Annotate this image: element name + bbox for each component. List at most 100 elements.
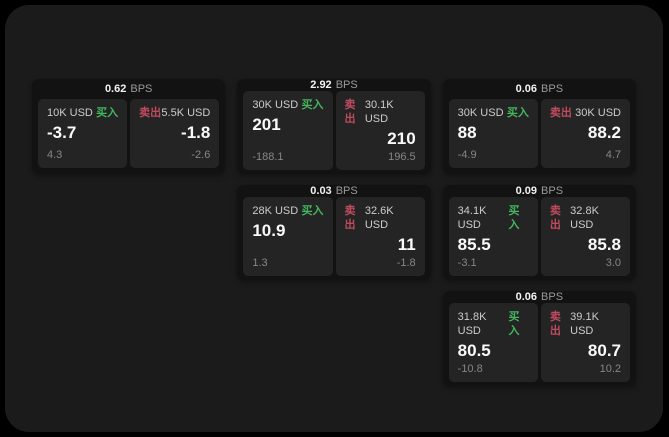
buy-price: 80.5	[457, 341, 491, 360]
buy-price: 85.5	[457, 235, 491, 254]
spread-unit: BPS	[335, 79, 358, 91]
spread-header: 0.03 BPS	[243, 185, 424, 197]
sell-sub-value: -2.6	[191, 149, 211, 161]
sell-amount: 30K USD	[575, 107, 621, 119]
quote-panels: 31.8K USD 买入 80.5 -10.8 卖出 39.1K USD 80.…	[448, 303, 630, 382]
buy-amount: 28K USD	[252, 205, 299, 217]
buy-amount: 30K USD	[457, 107, 504, 119]
buy-panel-top: 30K USD 买入	[458, 106, 529, 120]
buy-panel-top: 10K USD 买入	[47, 106, 118, 120]
sell-panel[interactable]: 卖出 30.1K USD 210 196.5	[335, 91, 425, 170]
buy-label: 买入	[508, 205, 520, 231]
sell-sub-value: -1.8	[396, 257, 416, 269]
sell-amount: 32.8K USD	[570, 205, 599, 231]
spread-value: 0.62	[104, 83, 127, 95]
sell-panel-top: 卖出 30K USD	[550, 106, 621, 120]
buy-panel[interactable]: 10K USD 买入 -3.7 4.3	[38, 99, 128, 168]
spread-header: 0.62 BPS	[38, 79, 219, 99]
buy-sub-value: -10.8	[457, 363, 483, 375]
sell-sub-value: 10.2	[599, 363, 621, 375]
sell-label: 卖出	[344, 205, 356, 231]
spread-header: 2.92 BPS	[243, 79, 424, 91]
quote-card: 0.06 BPS 31.8K USD 买入 80.5 -10.8 卖出 39.1…	[442, 291, 636, 386]
quote-panels: 34.1K USD 买入 85.5 -3.1 卖出 32.8K USD 85.8…	[448, 197, 630, 276]
buy-sub-value: -188.1	[252, 151, 284, 163]
buy-sub-value: -4.9	[457, 149, 477, 161]
spread-value: 0.06	[515, 83, 538, 95]
sell-price: 80.7	[587, 341, 621, 360]
app-window: 0.62 BPS 10K USD 买入 -3.7 4.3 卖出 5.5K USD	[5, 5, 663, 432]
sell-sub-value: 3.0	[605, 257, 621, 269]
quote-panels: 30K USD 买入 88 -4.9 卖出 30K USD 88.2 4.7	[448, 99, 630, 168]
spread-unit: BPS	[335, 185, 358, 197]
sell-label: 卖出	[344, 99, 356, 125]
spread-value: 0.09	[515, 185, 538, 197]
buy-price: 10.9	[252, 221, 286, 240]
buy-price: 201	[252, 115, 281, 134]
sell-amount: 30.1K USD	[364, 99, 394, 125]
buy-sub-value: 1.3	[252, 257, 268, 269]
spread-unit: BPS	[541, 291, 564, 303]
buy-panel[interactable]: 34.1K USD 买入 85.5 -3.1	[448, 197, 538, 276]
buy-amount: 10K USD	[47, 107, 93, 119]
quote-card: 2.92 BPS 30K USD 买入 201 -188.1 卖出 30.1K …	[237, 79, 431, 174]
buy-panel-top: 31.8K USD 买入	[458, 310, 529, 338]
sell-label: 卖出	[139, 107, 162, 119]
buy-label: 买入	[506, 107, 529, 119]
sell-price: 88.2	[587, 123, 621, 142]
sell-panel[interactable]: 卖出 39.1K USD 80.7 10.2	[540, 303, 630, 382]
buy-panel[interactable]: 31.8K USD 买入 80.5 -10.8	[448, 303, 538, 382]
buy-price: -3.7	[47, 123, 77, 142]
buy-panel-top: 30K USD 买入	[252, 98, 323, 112]
spread-value: 0.06	[515, 291, 538, 303]
buy-label: 买入	[301, 99, 324, 111]
buy-label: 买入	[508, 311, 520, 337]
spread-header: 0.09 BPS	[449, 185, 630, 197]
sell-sub-value: 4.7	[605, 149, 621, 161]
quote-grid: 0.62 BPS 10K USD 买入 -3.7 4.3 卖出 5.5K USD	[32, 79, 636, 386]
buy-label: 买入	[301, 205, 324, 217]
sell-amount: 5.5K USD	[161, 107, 211, 119]
buy-panel[interactable]: 30K USD 买入 88 -4.9	[448, 99, 538, 168]
sell-panel-top: 卖出 5.5K USD	[139, 106, 210, 120]
buy-panel[interactable]: 28K USD 买入 10.9 1.3	[243, 197, 333, 276]
spread-value: 0.03	[310, 185, 332, 197]
sell-amount: 39.1K USD	[570, 311, 599, 337]
spread-header: 0.06 BPS	[449, 291, 630, 303]
sell-price: 210	[387, 129, 416, 148]
quote-panels: 30K USD 买入 201 -188.1 卖出 30.1K USD 210 1…	[243, 91, 425, 170]
buy-amount: 31.8K USD	[457, 311, 487, 337]
sell-panel[interactable]: 卖出 5.5K USD -1.8 -2.6	[130, 99, 220, 168]
buy-sub-value: 4.3	[47, 149, 63, 161]
spread-value: 2.92	[310, 79, 332, 91]
buy-panel-top: 34.1K USD 买入	[458, 204, 529, 232]
buy-label: 买入	[96, 107, 119, 119]
spread-unit: BPS	[541, 185, 564, 197]
sell-amount: 32.6K USD	[364, 205, 394, 231]
quote-card: 0.06 BPS 30K USD 买入 88 -4.9 卖出 30K USD	[442, 79, 636, 174]
spread-header: 0.06 BPS	[449, 79, 630, 99]
sell-label: 卖出	[549, 107, 572, 119]
buy-panel[interactable]: 30K USD 买入 201 -188.1	[243, 91, 333, 170]
sell-panel-top: 卖出 32.6K USD	[345, 204, 416, 232]
sell-label: 卖出	[549, 311, 561, 337]
quote-panels: 10K USD 买入 -3.7 4.3 卖出 5.5K USD -1.8 -2.…	[38, 99, 220, 168]
sell-price: 85.8	[587, 235, 621, 254]
quote-card: 0.03 BPS 28K USD 买入 10.9 1.3 卖出 32.6K US…	[237, 185, 431, 280]
sell-panel-top: 卖出 32.8K USD	[550, 204, 621, 232]
quote-card: 0.62 BPS 10K USD 买入 -3.7 4.3 卖出 5.5K USD	[32, 79, 226, 174]
sell-price: 11	[397, 235, 416, 254]
sell-panel-top: 卖出 39.1K USD	[550, 310, 621, 338]
quote-card: 0.09 BPS 34.1K USD 买入 85.5 -3.1 卖出 32.8K…	[442, 185, 636, 280]
quote-panels: 28K USD 买入 10.9 1.3 卖出 32.6K USD 11 -1.8	[243, 197, 425, 276]
buy-sub-value: -3.1	[457, 257, 477, 269]
sell-panel[interactable]: 卖出 30K USD 88.2 4.7	[540, 99, 630, 168]
sell-panel[interactable]: 卖出 32.8K USD 85.8 3.0	[540, 197, 630, 276]
buy-amount: 30K USD	[252, 99, 299, 111]
sell-panel-top: 卖出 30.1K USD	[345, 98, 416, 126]
spread-unit: BPS	[130, 83, 153, 95]
spread-unit: BPS	[541, 83, 564, 95]
buy-price: 88	[457, 123, 477, 142]
sell-sub-value: 196.5	[388, 151, 416, 163]
sell-panel[interactable]: 卖出 32.6K USD 11 -1.8	[335, 197, 425, 276]
